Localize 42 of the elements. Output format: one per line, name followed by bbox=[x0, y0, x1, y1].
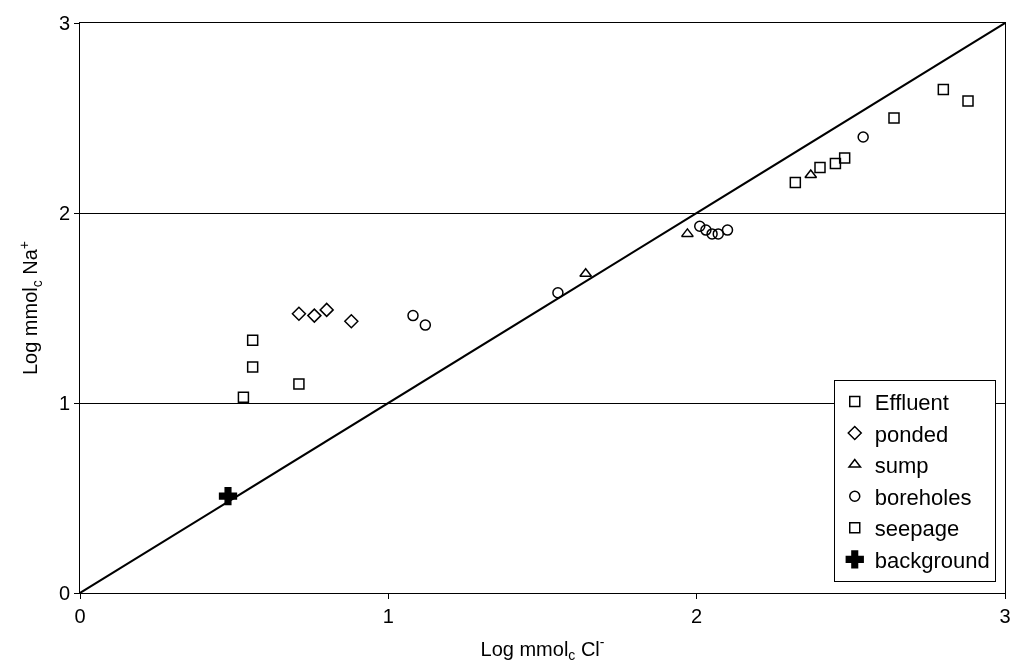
point bbox=[552, 287, 564, 299]
point bbox=[319, 302, 334, 318]
point bbox=[706, 228, 718, 240]
legend-label: boreholes bbox=[874, 484, 972, 510]
point bbox=[937, 83, 950, 96]
point bbox=[962, 95, 974, 107]
point bbox=[307, 308, 322, 323]
x-tick-label: 1 bbox=[382, 605, 394, 627]
point bbox=[829, 157, 842, 170]
point bbox=[694, 220, 706, 233]
point bbox=[857, 131, 869, 143]
legend-label: ponded bbox=[874, 421, 949, 447]
legend-label: Effluent bbox=[874, 389, 949, 415]
point bbox=[838, 152, 851, 164]
point bbox=[407, 309, 419, 322]
point bbox=[246, 334, 259, 347]
point bbox=[291, 306, 307, 321]
legend-label: sump bbox=[874, 453, 929, 479]
x-tick-label: 2 bbox=[691, 605, 703, 627]
point bbox=[344, 314, 359, 329]
point bbox=[237, 391, 250, 404]
x-axis-title: Log mmol$_{c}$ Cl$^{-}$ bbox=[480, 634, 605, 663]
point bbox=[814, 161, 826, 174]
y-tick-label: 0 bbox=[58, 582, 70, 604]
x-tick-label: 0 bbox=[74, 605, 86, 627]
y-tick-label: 1 bbox=[58, 392, 70, 414]
point bbox=[246, 361, 259, 373]
y-tick-label: 3 bbox=[58, 12, 70, 34]
x-tick-label: 3 bbox=[999, 605, 1011, 627]
point bbox=[680, 228, 694, 238]
y-tick-label: 2 bbox=[58, 202, 70, 224]
point bbox=[888, 112, 900, 124]
point bbox=[804, 169, 818, 179]
point bbox=[293, 378, 305, 390]
point bbox=[721, 224, 734, 236]
legend-label: background bbox=[874, 547, 990, 573]
legend-label: seepage bbox=[874, 516, 960, 542]
point bbox=[419, 319, 432, 331]
point bbox=[700, 224, 712, 236]
point bbox=[789, 176, 802, 189]
point bbox=[712, 228, 724, 240]
point bbox=[579, 268, 593, 278]
